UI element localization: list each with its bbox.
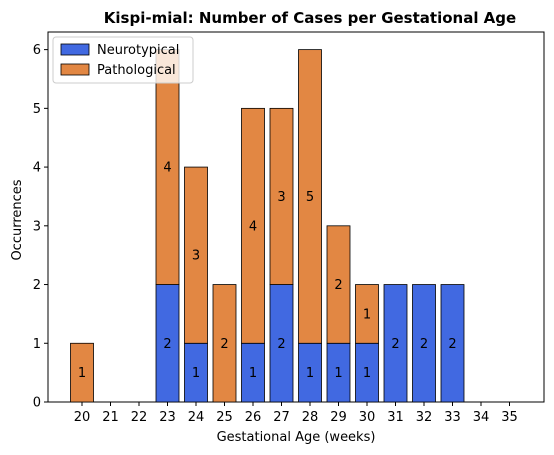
x-tick-label-21: 21 (102, 410, 119, 425)
data-label-pathological-26: 4 (249, 219, 257, 234)
data-label-pathological-25: 2 (220, 337, 228, 352)
data-label-neurotypical-23: 2 (163, 337, 171, 352)
data-label-pathological-29: 2 (334, 278, 342, 293)
y-axis-label: Occurrences (10, 179, 25, 260)
data-label-neurotypical-26: 1 (249, 366, 257, 381)
x-tick-label-25: 25 (216, 410, 233, 425)
chart-title: Kispi-mial: Number of Cases per Gestatio… (104, 9, 516, 27)
legend-label-pathological: Pathological (97, 63, 176, 78)
legend: Neurotypical Pathological (52, 36, 194, 84)
data-label-pathological-20: 1 (78, 366, 86, 381)
data-label-pathological-23: 4 (163, 161, 171, 176)
x-tick-label-22: 22 (131, 410, 148, 425)
legend-swatch-pathological (60, 63, 90, 76)
y-tick-label: 6 (33, 43, 41, 58)
x-tick-label-34: 34 (473, 410, 490, 425)
data-label-neurotypical-24: 1 (192, 366, 200, 381)
y-tick-label: 0 (33, 396, 41, 411)
data-label-neurotypical-32: 2 (420, 337, 428, 352)
data-label-neurotypical-28: 1 (306, 366, 314, 381)
x-tick-label-23: 23 (159, 410, 176, 425)
data-label-neurotypical-30: 1 (363, 366, 371, 381)
y-tick-label: 5 (33, 102, 41, 117)
x-tick-label-29: 29 (330, 410, 347, 425)
x-tick-label-28: 28 (302, 410, 319, 425)
bar-pathological-30 (355, 284, 379, 344)
x-tick-label-26: 26 (245, 410, 262, 425)
data-label-pathological-28: 5 (306, 190, 314, 205)
legend-label-neurotypical: Neurotypical (97, 43, 179, 58)
data-label-pathological-24: 3 (192, 249, 200, 264)
y-tick-label: 3 (33, 219, 41, 234)
x-tick-label-32: 32 (416, 410, 433, 425)
bar-pathological-26 (241, 107, 265, 344)
x-tick-label-31: 31 (387, 410, 404, 425)
bar-pathological-28 (298, 49, 322, 344)
data-label-neurotypical-33: 2 (448, 337, 456, 352)
bar-pathological-27 (269, 107, 294, 285)
bar-pathological-24 (184, 166, 208, 344)
x-tick-label-24: 24 (188, 410, 205, 425)
legend-swatch-neurotypical (60, 43, 90, 56)
data-label-pathological-27: 3 (277, 190, 285, 205)
y-tick-label: 2 (33, 278, 41, 293)
x-tick-label-35: 35 (501, 410, 518, 425)
data-label-pathological-30: 1 (363, 307, 371, 322)
data-label-neurotypical-27: 2 (277, 337, 285, 352)
x-tick-label-33: 33 (444, 410, 461, 425)
y-tick-label: 1 (33, 337, 41, 352)
x-axis-label: Gestational Age (weeks) (217, 430, 376, 445)
data-label-neurotypical-31: 2 (391, 337, 399, 352)
x-tick-label-27: 27 (273, 410, 290, 425)
x-tick-label-30: 30 (359, 410, 376, 425)
y-tick-label: 4 (33, 161, 41, 176)
x-tick-label-20: 20 (74, 410, 91, 425)
bar-pathological-29 (326, 225, 351, 344)
plot-frame (47, 31, 545, 403)
data-label-neurotypical-29: 1 (334, 366, 342, 381)
